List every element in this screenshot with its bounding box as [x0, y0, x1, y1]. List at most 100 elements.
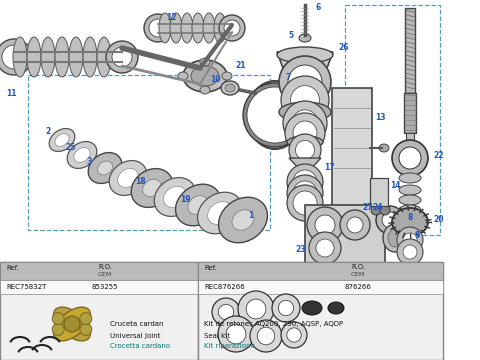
- Circle shape: [399, 147, 421, 169]
- Text: 11: 11: [6, 89, 16, 98]
- Text: 26: 26: [338, 44, 348, 53]
- Text: 12: 12: [166, 13, 177, 22]
- Circle shape: [397, 227, 423, 253]
- Ellipse shape: [88, 153, 122, 184]
- Ellipse shape: [80, 312, 92, 325]
- Ellipse shape: [52, 312, 64, 325]
- Ellipse shape: [214, 13, 226, 43]
- Ellipse shape: [97, 161, 112, 175]
- Circle shape: [0, 39, 32, 75]
- Ellipse shape: [52, 323, 64, 336]
- Bar: [370, 178, 388, 206]
- Circle shape: [219, 15, 245, 41]
- Polygon shape: [289, 158, 321, 175]
- Circle shape: [403, 233, 417, 247]
- Ellipse shape: [41, 37, 55, 77]
- Ellipse shape: [159, 13, 171, 43]
- Circle shape: [293, 191, 317, 215]
- Ellipse shape: [69, 37, 83, 77]
- Text: OEM: OEM: [98, 271, 112, 276]
- Ellipse shape: [200, 86, 210, 94]
- Text: 20: 20: [433, 216, 444, 225]
- Text: 21: 21: [235, 60, 245, 69]
- Circle shape: [106, 41, 138, 73]
- Circle shape: [279, 56, 331, 108]
- Circle shape: [144, 14, 172, 42]
- Text: Cruceta cardan: Cruceta cardan: [110, 321, 164, 327]
- Bar: [332, 88, 372, 208]
- Circle shape: [293, 181, 317, 205]
- Bar: [0, 262, 198, 360]
- Circle shape: [243, 83, 307, 147]
- Circle shape: [257, 327, 275, 345]
- Circle shape: [403, 245, 417, 259]
- Ellipse shape: [188, 195, 208, 214]
- Circle shape: [397, 239, 423, 265]
- Bar: [198, 280, 443, 294]
- Circle shape: [382, 212, 398, 228]
- Ellipse shape: [218, 197, 267, 243]
- Bar: [405, 8, 415, 93]
- Circle shape: [307, 207, 343, 243]
- Ellipse shape: [53, 307, 91, 341]
- Ellipse shape: [257, 93, 293, 137]
- Bar: [198, 262, 443, 360]
- Text: 14: 14: [390, 180, 400, 189]
- Text: 17: 17: [324, 163, 335, 172]
- Text: 5: 5: [288, 31, 293, 40]
- Ellipse shape: [222, 72, 232, 80]
- Ellipse shape: [118, 168, 138, 188]
- Circle shape: [218, 316, 254, 352]
- Text: 24: 24: [372, 202, 383, 211]
- Bar: [0, 262, 198, 280]
- Bar: [198, 262, 443, 280]
- Circle shape: [287, 185, 323, 221]
- Circle shape: [218, 304, 234, 320]
- Circle shape: [281, 322, 307, 348]
- Text: Ref.: Ref.: [204, 265, 217, 271]
- Ellipse shape: [49, 129, 75, 152]
- Ellipse shape: [399, 173, 421, 183]
- Circle shape: [347, 217, 363, 233]
- Ellipse shape: [143, 179, 161, 197]
- Text: 2: 2: [45, 127, 50, 136]
- Text: Ref.: Ref.: [6, 265, 19, 271]
- Bar: [406, 133, 414, 148]
- Text: 8: 8: [408, 213, 413, 222]
- Circle shape: [290, 86, 319, 114]
- Ellipse shape: [64, 316, 80, 332]
- Circle shape: [288, 65, 322, 99]
- Text: 1: 1: [248, 211, 253, 220]
- Circle shape: [246, 299, 266, 319]
- Ellipse shape: [383, 224, 407, 252]
- Circle shape: [250, 320, 282, 352]
- Ellipse shape: [328, 302, 344, 314]
- Ellipse shape: [392, 208, 428, 236]
- Circle shape: [272, 294, 300, 322]
- Circle shape: [340, 210, 370, 240]
- Text: 18: 18: [135, 177, 145, 186]
- Ellipse shape: [191, 66, 219, 86]
- Bar: [345, 5, 440, 235]
- Ellipse shape: [247, 81, 303, 149]
- Bar: [404, 93, 416, 133]
- Circle shape: [285, 113, 325, 153]
- Circle shape: [212, 298, 240, 326]
- Polygon shape: [277, 52, 333, 68]
- Text: 25: 25: [65, 144, 75, 153]
- Ellipse shape: [67, 141, 97, 168]
- Circle shape: [392, 140, 428, 176]
- Ellipse shape: [287, 136, 323, 148]
- Ellipse shape: [399, 205, 421, 215]
- Bar: [28, 75, 270, 230]
- Text: 9: 9: [415, 230, 420, 239]
- Ellipse shape: [221, 81, 239, 95]
- Text: REC75832T: REC75832T: [6, 284, 47, 290]
- Ellipse shape: [55, 134, 69, 146]
- Ellipse shape: [83, 37, 97, 77]
- Text: OEM: OEM: [351, 271, 365, 276]
- Circle shape: [316, 239, 334, 257]
- Ellipse shape: [279, 102, 331, 122]
- Ellipse shape: [208, 202, 232, 224]
- Circle shape: [295, 140, 314, 159]
